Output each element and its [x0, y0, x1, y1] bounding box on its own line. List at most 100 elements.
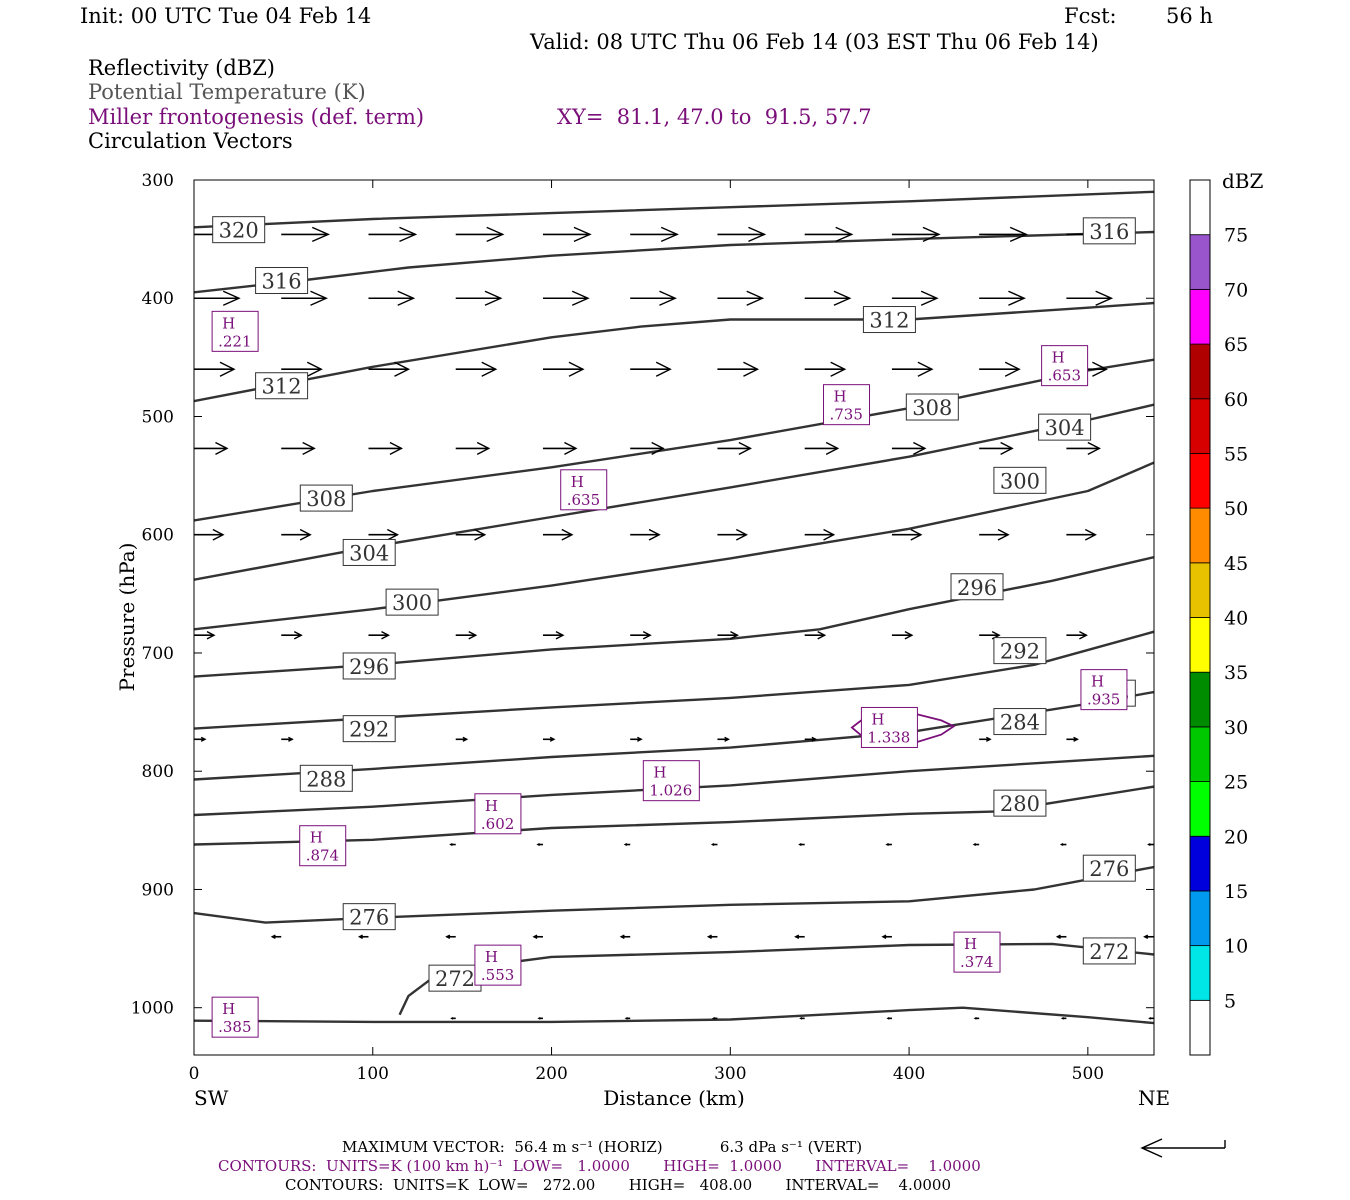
colorbar-label: 5: [1224, 990, 1236, 1012]
vector-head: [735, 528, 748, 541]
vector-head: [1148, 1017, 1152, 1020]
vector-head: [222, 290, 241, 306]
theta-label: 280: [1000, 792, 1040, 816]
vector-head: [798, 843, 802, 847]
fronto-contour-line: [850, 713, 956, 743]
vector-head: [730, 631, 739, 640]
reflectivity-colorbar: 5 10 15 20 25 30 35 40 45 50 55 60 65 70 75: [1189, 179, 1248, 1056]
vector-head: [799, 1017, 803, 1020]
plot-frame: [193, 179, 1155, 1056]
vector-head: [817, 631, 827, 640]
vector-head: [904, 631, 914, 640]
vector-head: [1095, 290, 1114, 306]
theta-label-box: [1082, 937, 1136, 965]
theta-contour: [194, 865, 1154, 924]
colorbar-swatch: [1189, 343, 1211, 400]
y-tick-label: 500: [142, 407, 174, 427]
y-tick-label: 600: [142, 526, 174, 546]
x-tick-label: 500: [1072, 1064, 1104, 1084]
theta-label: 316: [1089, 220, 1129, 244]
vector-head: [1087, 441, 1101, 455]
maximum-marker: H: [1052, 349, 1065, 367]
maximum-box: [211, 310, 259, 352]
vector-head: [445, 934, 451, 939]
theta-contour: [194, 190, 1154, 229]
max-vector-info: MAXIMUM VECTOR: 56.4 m s⁻¹ (HORIZ) 6.3 d…: [342, 1138, 863, 1156]
vector-head: [468, 631, 478, 640]
vector-head: [302, 441, 316, 455]
sw-label: SW: [194, 1086, 229, 1110]
vector-head: [973, 1017, 977, 1020]
maximum-marker: H: [871, 710, 884, 728]
vector-head: [536, 843, 541, 847]
vector-head: [1008, 290, 1026, 306]
vector-head: [1092, 361, 1108, 377]
colorbar-label: 55: [1224, 443, 1248, 465]
vector-head: [1084, 528, 1097, 541]
maximum-value: .374: [960, 953, 993, 971]
vector-head: [710, 843, 715, 847]
vector-head: [564, 441, 578, 455]
vector-head: [306, 361, 323, 377]
theta-label: 320: [219, 219, 259, 243]
theta-label-box: [993, 708, 1047, 736]
theta-contour: [194, 230, 1154, 294]
maximum-box: [474, 793, 522, 835]
colorbar-swatch: [1189, 288, 1211, 345]
x-tick-label: 100: [357, 1064, 389, 1084]
maximum-marker: H: [310, 829, 323, 847]
colorbar-label: 45: [1224, 553, 1248, 575]
vector-head: [537, 1017, 541, 1020]
vector-head: [311, 226, 330, 243]
theta-contour: [194, 556, 1154, 678]
vector-head: [462, 736, 469, 742]
vector-head: [651, 441, 665, 455]
maximum-box: [299, 825, 347, 867]
vector-head: [270, 934, 276, 939]
vector-head: [619, 934, 625, 939]
y-tick-label: 400: [142, 289, 174, 309]
theta-label: 284: [1000, 711, 1040, 735]
vector-head: [920, 290, 939, 306]
colorbar-label: 40: [1224, 608, 1248, 630]
vector-head: [555, 631, 565, 640]
colorbar-swatch: [1189, 507, 1211, 564]
theta-labels: 320 316 312 308 304 300 296 292 288 276 272 316 312 3…: [212, 216, 1136, 992]
theta-label: 300: [392, 591, 432, 615]
vector-head: [1147, 843, 1151, 847]
vector-head: [917, 361, 934, 377]
y-tick-label: 300: [142, 171, 174, 191]
colorbar-swatch: [1189, 671, 1211, 728]
theta-contour: [194, 754, 1154, 817]
vector-head: [476, 441, 491, 455]
colorbar-swatch: [1189, 617, 1211, 673]
maximum-box: [1080, 669, 1128, 711]
maximum-marker: H: [485, 948, 498, 966]
theta-label-box: [993, 637, 1047, 665]
theta-label-box: [299, 484, 353, 512]
theta-label-box: [862, 306, 916, 334]
vector-head: [568, 361, 585, 377]
x-tick-label: 300: [714, 1064, 746, 1084]
vector-head: [1004, 361, 1021, 377]
maximum-value: .653: [1048, 367, 1081, 385]
maximum-box: [560, 469, 608, 511]
theta-label-box: [993, 789, 1047, 817]
vector-head: [310, 290, 328, 306]
vector-head: [397, 290, 416, 306]
maximum-value: .735: [830, 406, 863, 424]
vector-head: [1055, 934, 1061, 939]
colorbar-label: 75: [1224, 225, 1248, 247]
vector-head: [486, 226, 505, 243]
vector-head: [637, 736, 643, 742]
maximum-marker: H: [222, 1000, 235, 1018]
vector-head: [997, 528, 1010, 541]
colorbar-swatch: [1189, 835, 1211, 892]
theta-label-box: [342, 538, 396, 566]
theta-contour: [194, 301, 1154, 403]
maximum-box: [1041, 345, 1089, 387]
colorbar-swatch: [1189, 945, 1211, 1001]
theta-label-box: [1082, 217, 1136, 245]
theta-label-box: [342, 652, 396, 680]
maximum-marker: H: [964, 935, 977, 953]
